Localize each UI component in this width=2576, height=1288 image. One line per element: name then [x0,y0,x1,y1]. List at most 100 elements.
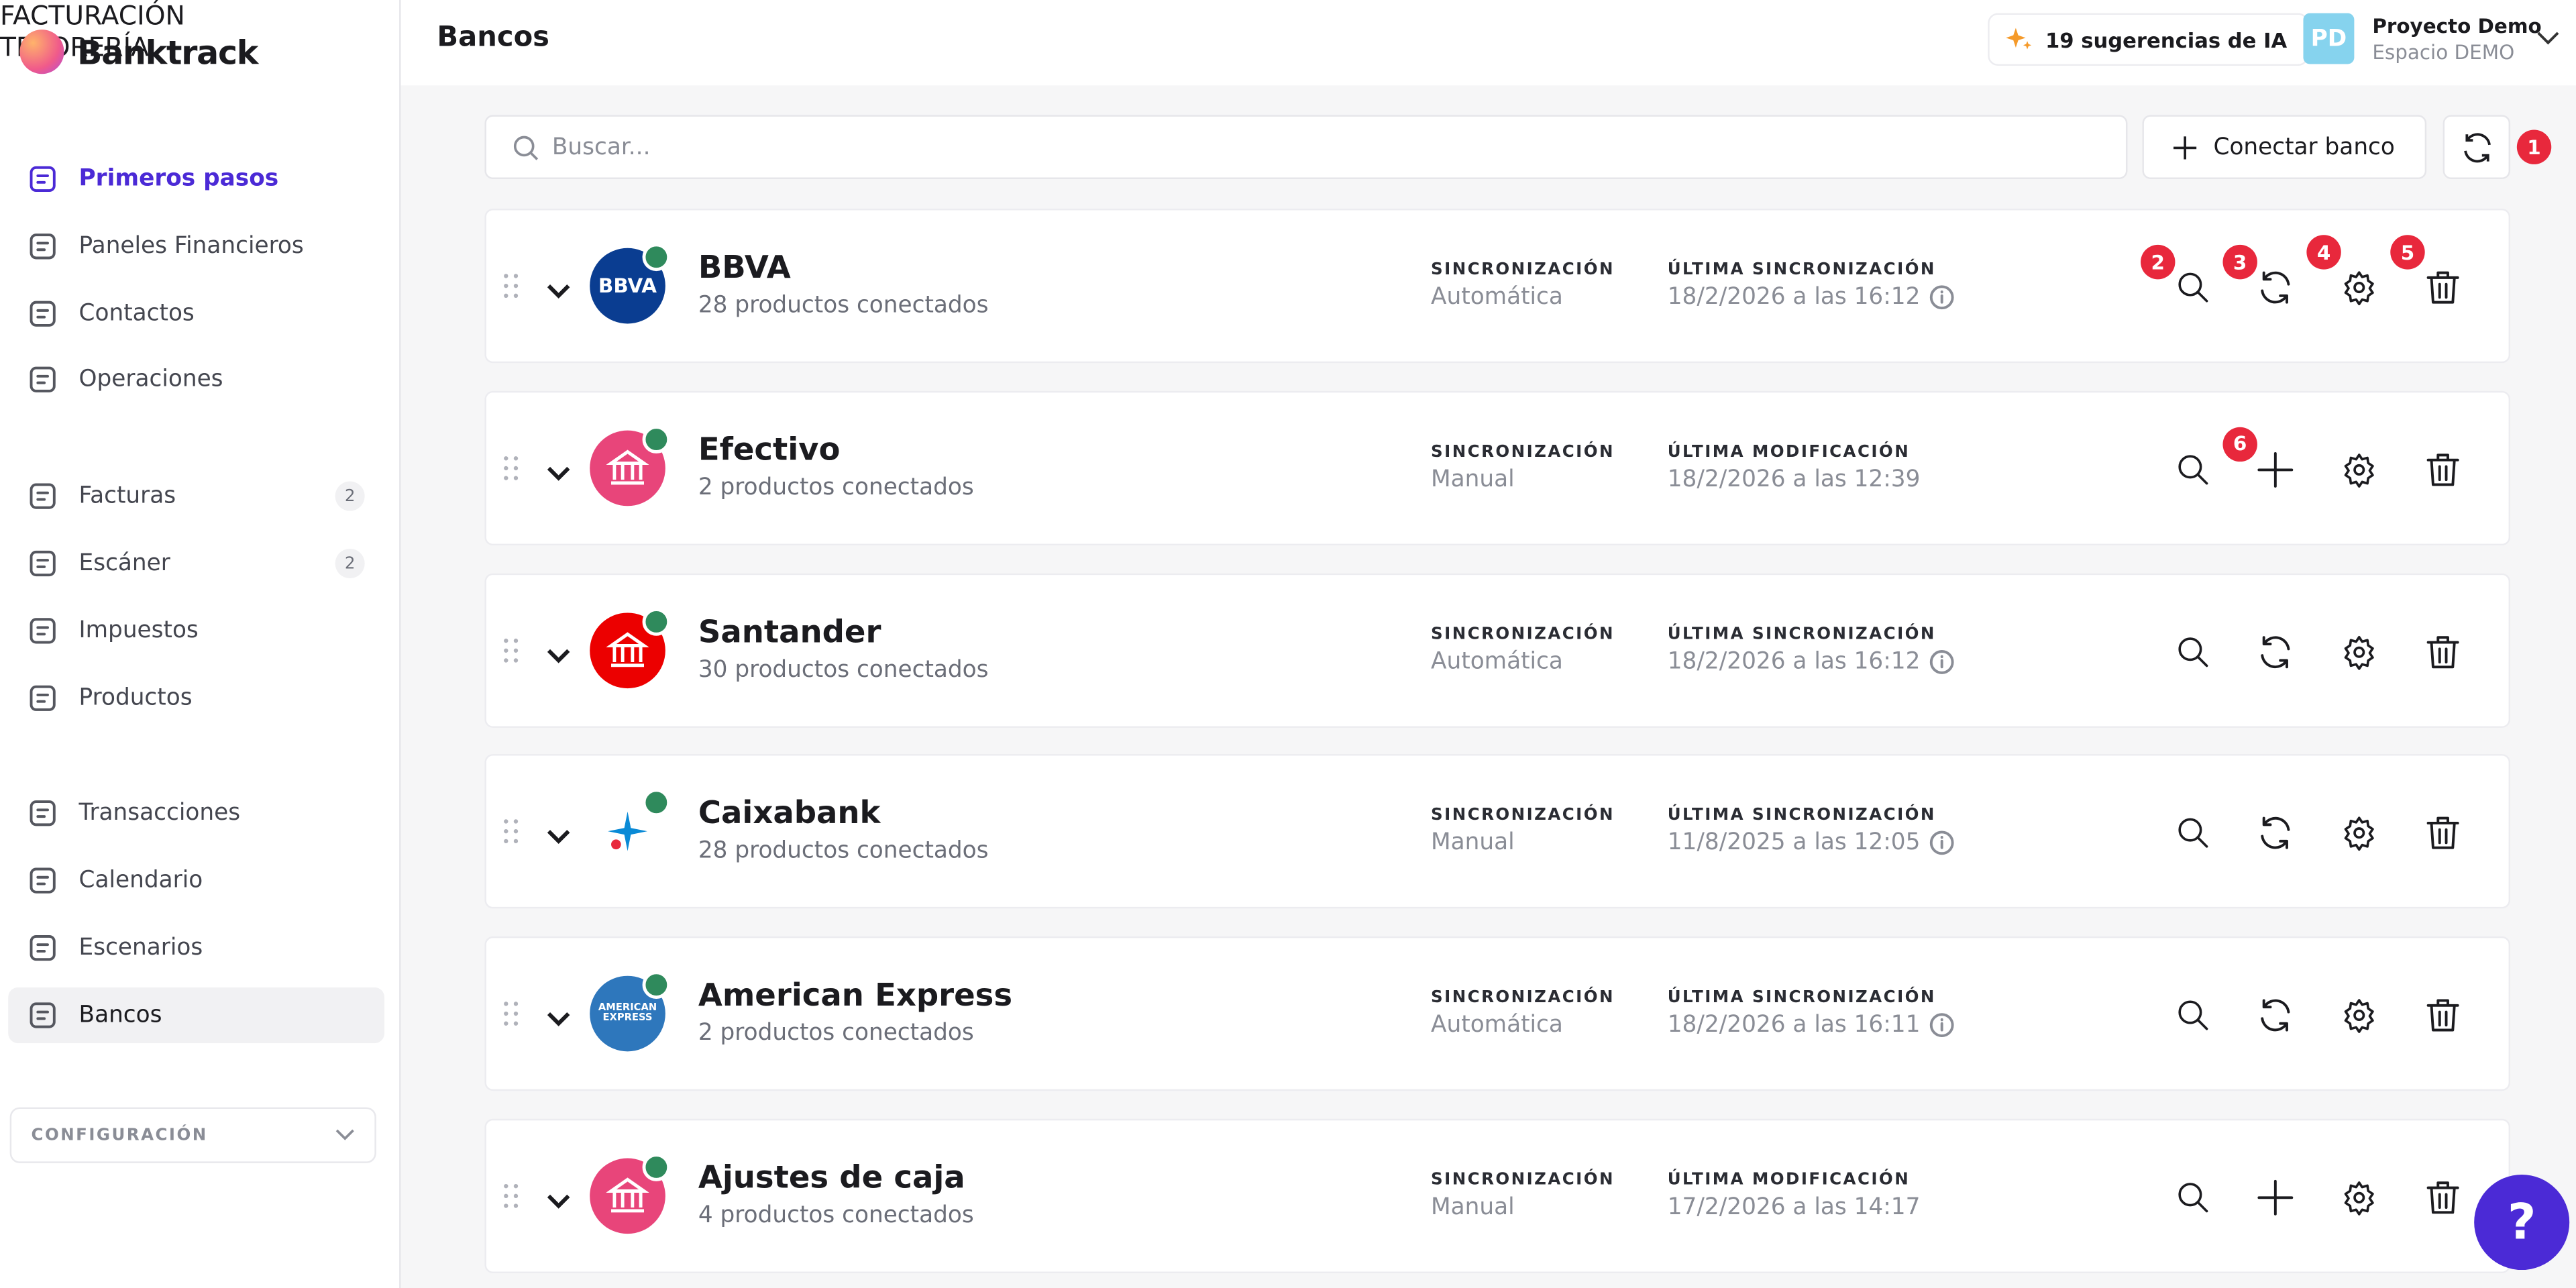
delete-button[interactable] [2422,1176,2465,1219]
expand-chevron[interactable] [545,276,572,307]
nav-label: Primeros pasos [78,166,279,193]
expand-chevron[interactable] [545,458,572,490]
nav-item[interactable]: Facturas 2 [8,468,384,524]
settings-toggle[interactable]: CONFIGURACIÓN [9,1107,376,1163]
add-button[interactable] [2254,448,2297,491]
nav-label: Escáner [78,550,170,577]
search-button[interactable] [2172,994,2215,1037]
last-value: 18/2/2026 a las 16:11 [1668,1012,1955,1038]
nav-item[interactable]: Primeros pasos [8,151,384,207]
sync-button[interactable] [2254,630,2297,673]
add-button[interactable] [2254,1176,2297,1219]
sync-button[interactable] [2254,994,2297,1037]
status-dot [642,1153,671,1181]
nav-icon [30,868,56,894]
last-value: 18/2/2026 a las 16:12 [1668,284,1955,311]
nav-label: Operaciones [78,367,223,394]
drag-handle[interactable] [502,1001,519,1034]
bank-products: 4 productos conectados [698,1202,974,1229]
bank-name: American Express [698,977,1013,1014]
sidebar: Banktrack Primeros pasos Paneles Financie… [0,0,401,1288]
delete-button[interactable] [2422,266,2465,309]
search-button[interactable] [2172,266,2215,309]
delete-button[interactable] [2422,994,2465,1037]
bank-name: Santander [698,613,881,650]
sync-button[interactable] [2254,266,2297,309]
info-icon[interactable] [1929,830,1955,857]
nav-icon [30,233,56,259]
drag-handle[interactable] [502,1183,519,1216]
expand-chevron[interactable] [545,1004,572,1036]
nav-item[interactable]: Impuestos [8,602,384,658]
status-dot [642,789,671,818]
search-icon [513,135,539,160]
search-button[interactable] [2172,1176,2215,1219]
ai-suggestions[interactable]: 19 sugerencias de IA [1988,13,2309,66]
drag-handle[interactable] [502,273,519,306]
drag-handle[interactable] [502,819,519,852]
delete-icon [2426,1181,2459,1214]
bank-card: Caixabank 28 productos conectados SINCRONI… [484,755,2511,910]
search-button[interactable] [2172,812,2215,855]
settings-label: CONFIGURACIÓN [31,1126,208,1144]
settings-button[interactable] [2338,1176,2381,1219]
nav-item[interactable]: Escáner 2 [8,535,384,591]
search-button[interactable] [2172,448,2215,491]
connect-bank-button[interactable]: Conectar banco [2142,115,2427,179]
sync-icon [2261,999,2290,1032]
settings-button[interactable] [2338,448,2381,491]
search-button[interactable] [2172,630,2215,673]
settings-button[interactable] [2338,266,2381,309]
refresh-button[interactable] [2443,115,2511,179]
info-icon[interactable] [1929,648,1955,674]
settings-button[interactable] [2338,630,2381,673]
drag-handle[interactable] [502,637,519,669]
nav-item[interactable]: Contactos [8,285,384,341]
nav-item[interactable]: Bancos [8,987,385,1043]
drag-handle[interactable] [502,455,519,488]
info-icon[interactable] [1929,284,1955,311]
last-value: 18/2/2026 a las 16:12 [1668,648,1955,675]
settings-button[interactable] [2338,994,2381,1037]
delete-button[interactable] [2422,630,2465,673]
settings-button[interactable] [2338,812,2381,855]
nav-item[interactable]: Escenarios [8,920,384,975]
delete-button[interactable] [2422,448,2465,491]
nav-item[interactable]: Operaciones [8,352,384,408]
sync-icon [2261,271,2290,304]
info-icon[interactable] [1929,1012,1955,1038]
nav-item[interactable]: Paneles Financieros [8,218,384,274]
expand-chevron[interactable] [545,1186,572,1218]
brand[interactable]: Banktrack [19,30,258,74]
topbar: Bancos 19 sugerencias de IA PD Proyecto … [400,0,2576,86]
step-badge: 6 [2222,427,2257,462]
nav-label: Contactos [78,300,195,327]
search-placeholder: Buscar... [551,133,651,160]
bank-name: BBVA [698,250,791,286]
delete-icon [2426,453,2459,486]
bank-name: Efectivo [698,431,841,468]
last-label: ÚLTIMA SINCRONIZACIÓN [1667,807,1936,826]
last-label: ÚLTIMA SINCRONIZACIÓN [1667,989,1936,1008]
logo-text: BBVA [598,274,657,298]
expand-chevron[interactable] [545,640,572,672]
nav-item[interactable]: Transacciones [8,786,384,842]
delete-button[interactable] [2422,812,2465,855]
chevron [335,1129,354,1140]
delete-icon [2426,635,2459,668]
settings-icon [2344,453,2374,488]
help-button[interactable]: ? [2474,1175,2570,1271]
nav-item[interactable]: Productos [8,669,384,725]
step-badge: 2 [2141,244,2176,280]
avatar[interactable]: PD [2303,13,2355,64]
expand-chevron[interactable] [545,822,572,853]
settings-icon [2344,1181,2374,1216]
search-input[interactable]: Buscar... [484,115,2128,179]
status-dot [642,425,671,453]
nav-item[interactable]: Calendario [8,853,384,908]
delete-icon [2426,271,2459,304]
sync-button[interactable] [2254,812,2297,855]
user-name: Proyecto Demo [2372,15,2542,38]
user-menu-chevron[interactable] [2536,32,2559,46]
sync-label: SINCRONIZACIÓN [1431,989,1615,1008]
